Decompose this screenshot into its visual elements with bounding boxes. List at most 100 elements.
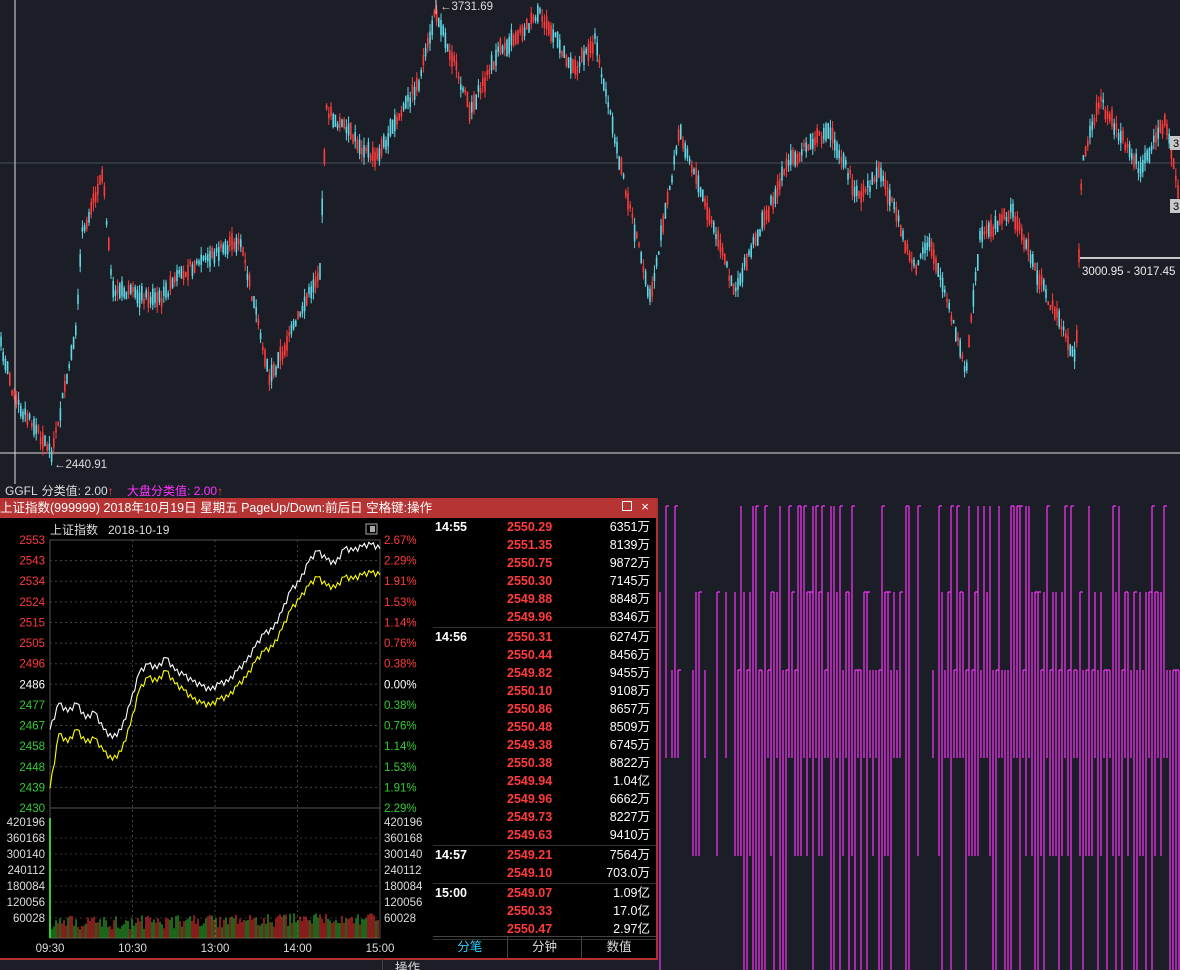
tick-row[interactable]: 2549.07 1.09亿 (433, 884, 656, 902)
candle-body (620, 157, 623, 175)
candle-body (424, 47, 427, 57)
candle-body (915, 264, 917, 275)
candle-body (517, 30, 519, 44)
tick-row[interactable]: 2549.94 1.04亿 (433, 772, 656, 790)
tab-ticks[interactable]: 分笔 (433, 937, 508, 958)
tick-row[interactable]: 2550.33 17.0亿 (433, 902, 656, 920)
tick-list[interactable]: 14:55 2550.29 6351万 2551.35 8139万 2550.75 9872… (433, 518, 656, 940)
candle-body (321, 198, 323, 216)
candle-body (352, 134, 354, 144)
candle-body (851, 179, 854, 196)
candle-body (530, 12, 532, 25)
candle-body (581, 48, 583, 62)
candle-body (928, 237, 931, 248)
tick-row[interactable]: 2549.88 8848万 (433, 590, 656, 608)
tick-row[interactable]: 2549.82 9455万 (433, 664, 656, 682)
popup-title-bar[interactable]: 上证指数(999999) 2018年10月19日 星期五 PageUp/Down… (0, 498, 656, 518)
tick-row[interactable]: 2550.48 8509万 (433, 718, 656, 736)
candle-body (796, 153, 799, 165)
candle-body (677, 129, 680, 142)
tick-volume: 6745万 (609, 738, 650, 752)
candle-body (913, 259, 915, 266)
candle-body (981, 226, 983, 243)
candle-body (1029, 254, 1032, 264)
candle-body (882, 175, 884, 182)
tab-values[interactable]: 数值 (606, 940, 632, 954)
candle-body (902, 230, 904, 240)
indicator-panel[interactable] (0, 496, 1180, 970)
tick-row[interactable]: 2549.38 6745万 (433, 736, 656, 754)
operate-button[interactable]: 操作 (382, 958, 432, 970)
average-price-line (49, 569, 381, 789)
tick-row[interactable]: 2550.38 8822万 (433, 754, 656, 772)
candle-body (1078, 248, 1080, 263)
candle-body (1126, 143, 1129, 148)
restore-icon[interactable] (620, 500, 634, 514)
candle-body (939, 274, 942, 281)
candle-body (565, 55, 568, 67)
candle-body (240, 239, 242, 248)
candle-body (790, 150, 792, 165)
candle-body (391, 119, 394, 134)
tick-row[interactable]: 2550.86 8657万 (433, 700, 656, 718)
candle-body (143, 298, 145, 304)
candle-body (631, 213, 634, 218)
tick-row[interactable]: 2550.44 8456万 (433, 646, 656, 664)
tick-row[interactable]: 2550.75 9872万 (433, 554, 656, 572)
percent-tick-label: 0.76% (384, 721, 417, 733)
candle-body (354, 132, 356, 142)
tab-minutes[interactable]: 分钟 (508, 937, 583, 958)
candle-body (904, 240, 906, 254)
candle-body (704, 198, 706, 207)
candle-body (792, 149, 794, 164)
tick-row[interactable]: 2549.10 703.0万 (433, 864, 656, 882)
tick-row[interactable]: 2549.96 8346万 (433, 608, 656, 626)
candle-body (561, 51, 563, 57)
candle-body (229, 236, 231, 246)
candle-body (510, 29, 513, 46)
candle-body (675, 146, 678, 155)
candle-body (455, 61, 458, 71)
intraday-chart-pane[interactable]: 上证指数 2018-10-19 2553 2543 2534 2524 2515 2505… (0, 518, 432, 970)
candle-body (684, 143, 686, 158)
tick-row[interactable]: 2550.29 6351万 (433, 518, 656, 536)
main-candlestick-chart[interactable]: ←3731.69 ←2440.91 3000.95 - 3017.45 3 3 (0, 0, 1180, 484)
candle-body (488, 69, 491, 75)
price-tick-label: 2486 (19, 679, 45, 691)
candle-body (48, 443, 51, 451)
candle-body (292, 320, 295, 329)
tick-volume: 8822万 (609, 756, 650, 770)
candle-body (328, 113, 330, 119)
tick-row[interactable]: 2550.10 9108万 (433, 682, 656, 700)
candle-body (809, 133, 812, 150)
tick-price: 2549.96 (507, 610, 553, 624)
tick-row[interactable]: 2550.30 7145万 (433, 572, 656, 590)
percent-tick-label: 2.29% (384, 803, 417, 815)
candle-body (930, 241, 933, 256)
tick-row[interactable]: 2549.73 8227万 (433, 808, 656, 826)
close-icon[interactable]: × (641, 499, 649, 514)
tick-row[interactable]: 2549.21 7564万 (433, 846, 656, 864)
candle-body (726, 261, 728, 268)
tick-row[interactable]: 2549.63 9410万 (433, 826, 656, 844)
candle-body (1146, 150, 1148, 161)
candle-body (974, 272, 977, 281)
chart-settings-icon[interactable] (365, 523, 378, 535)
candle-body (231, 233, 233, 250)
candle-body (103, 185, 106, 196)
candle-body (666, 192, 669, 205)
tick-time: 14:55 (435, 520, 467, 534)
tick-volume: 7145万 (609, 574, 650, 588)
tick-price: 2550.44 (507, 648, 553, 662)
candle-body (1043, 279, 1045, 290)
candle-body (171, 278, 174, 288)
candle-body (1120, 130, 1122, 143)
indicator-value: 分类值: 2.00 (41, 484, 108, 498)
candle-body (662, 215, 664, 233)
tick-row[interactable]: 2550.47 2.97亿 (433, 920, 656, 938)
intraday-popup[interactable]: 上证指数(999999) 2018年10月19日 星期五 PageUp/Down… (0, 498, 658, 970)
tick-row[interactable]: 2550.31 6274万 (433, 628, 656, 646)
tick-row[interactable]: 2549.96 6662万 (433, 790, 656, 808)
price-grid (49, 539, 381, 939)
tick-row[interactable]: 2551.35 8139万 (433, 536, 656, 554)
